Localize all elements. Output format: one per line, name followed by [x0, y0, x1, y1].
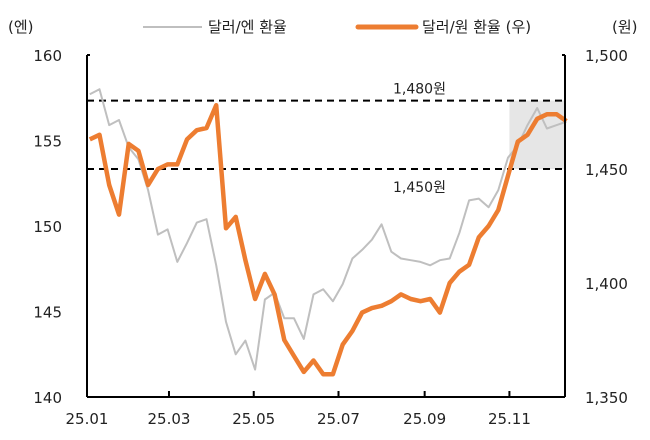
left-axis-unit: (엔) [8, 18, 34, 36]
reference-label-1480: 1,480원 [393, 82, 446, 98]
reference-label-1450: 1,450원 [393, 180, 446, 196]
y-left-tick-label: 145 [33, 304, 62, 322]
legend-label-krw: 달러/원 환율 (우) [422, 18, 531, 36]
y-right-tick-label: 1,400 [585, 275, 628, 293]
series-line-krw [88, 102, 568, 377]
x-tick-label: 25.01 [66, 410, 109, 428]
y-left-tick-label: 150 [33, 218, 62, 236]
y-left-tick-label: 160 [33, 47, 62, 65]
x-tick-label: 25.11 [488, 410, 531, 428]
y-left-tick-label: 155 [33, 133, 62, 151]
x-tick-label: 25.03 [148, 410, 191, 428]
x-tick-label: 25.09 [403, 410, 446, 428]
y-right-tick-label: 1,350 [585, 389, 628, 407]
y-left-tick-label: 140 [33, 389, 62, 407]
highlight-region [509, 100, 565, 169]
right-axis-unit: (원) [612, 18, 638, 36]
series-line-jpy [89, 88, 567, 371]
x-tick-label: 25.07 [317, 410, 360, 428]
legend-label-jpy: 달러/엔 환율 [208, 18, 287, 36]
x-tick-label: 25.05 [232, 410, 275, 428]
legend: 달러/엔 환율 달러/원 환율 (우) [143, 18, 531, 36]
y-right-tick-label: 1,500 [585, 47, 628, 65]
y-right-tick-label: 1,450 [585, 161, 628, 179]
